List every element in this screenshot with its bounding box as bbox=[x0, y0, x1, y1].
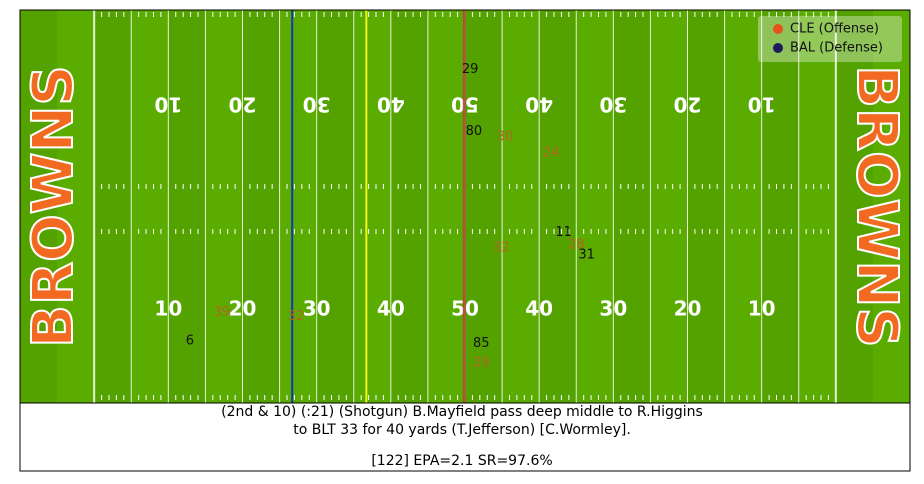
yard-number: 30 bbox=[599, 92, 627, 116]
player-label: 31 bbox=[578, 247, 595, 262]
caption: to BLT 33 for 40 yards (T.Jefferson) [C.… bbox=[293, 422, 631, 438]
turf bbox=[20, 10, 58, 403]
turf bbox=[316, 10, 355, 403]
legend-box bbox=[758, 16, 902, 62]
turf bbox=[427, 10, 466, 403]
turf bbox=[279, 10, 318, 403]
turf bbox=[131, 10, 169, 403]
player-label: 39 bbox=[213, 305, 230, 320]
field: 101020203030404050504040303020201010BROW… bbox=[19, 9, 911, 404]
turf bbox=[57, 10, 95, 403]
yard-number: 40 bbox=[525, 92, 553, 116]
yard-number: 10 bbox=[154, 92, 182, 116]
turf bbox=[168, 10, 206, 403]
yard-number: 40 bbox=[525, 297, 553, 321]
turf bbox=[390, 10, 429, 403]
turf bbox=[650, 10, 688, 403]
plot-border bbox=[19, 9, 911, 404]
caption: (2nd & 10) (:21) (Shotgun) B.Mayfield pa… bbox=[221, 404, 703, 420]
player-label: 28 bbox=[568, 238, 585, 253]
player-label: 32 bbox=[493, 241, 510, 256]
player-label: 29 bbox=[473, 356, 490, 371]
turf bbox=[205, 10, 243, 403]
yard-number: 10 bbox=[748, 92, 776, 116]
end-zone-text: BROWNS bbox=[21, 65, 86, 347]
turf bbox=[353, 10, 392, 403]
yard-number: 20 bbox=[674, 92, 702, 116]
turf bbox=[539, 10, 577, 403]
legend-label: CLE (Offense) bbox=[790, 22, 879, 37]
yard-number: 30 bbox=[599, 297, 627, 321]
turf bbox=[465, 10, 503, 403]
player-label: 11 bbox=[555, 225, 572, 240]
yard-number: 30 bbox=[303, 92, 331, 116]
turf bbox=[687, 10, 726, 403]
player-label: 29 bbox=[462, 62, 479, 77]
player-label: 32 bbox=[288, 309, 305, 324]
turf bbox=[242, 10, 281, 403]
player-label: 85 bbox=[473, 336, 490, 351]
caption: [122] EPA=2.1 SR=97.6% bbox=[371, 453, 552, 469]
yard-number: 20 bbox=[229, 92, 257, 116]
turf bbox=[872, 10, 911, 403]
legend-marker bbox=[773, 24, 783, 34]
yard-number: 30 bbox=[303, 297, 331, 321]
player-label: 6 bbox=[186, 334, 194, 349]
legend: CLE (Offense) BAL (Defense) bbox=[758, 16, 902, 62]
yard-number: 20 bbox=[674, 297, 702, 321]
legend-marker bbox=[773, 43, 783, 53]
turf bbox=[798, 10, 837, 403]
yard-number: 10 bbox=[748, 297, 776, 321]
turf bbox=[835, 10, 874, 403]
turf bbox=[94, 10, 132, 403]
end-zone-text: BROWNS bbox=[844, 65, 909, 347]
yard-number: 20 bbox=[229, 297, 257, 321]
player-label: 24 bbox=[543, 146, 560, 161]
yard-number: 40 bbox=[377, 297, 405, 321]
turf bbox=[761, 10, 800, 403]
yard-number: 10 bbox=[154, 297, 182, 321]
player-label: 80 bbox=[466, 124, 483, 139]
player-label: 30 bbox=[497, 129, 514, 144]
yard-number: 40 bbox=[377, 92, 405, 116]
turf bbox=[576, 10, 614, 403]
turf bbox=[502, 10, 540, 403]
turf bbox=[724, 10, 763, 403]
turf bbox=[613, 10, 651, 403]
legend-label: BAL (Defense) bbox=[790, 41, 883, 56]
